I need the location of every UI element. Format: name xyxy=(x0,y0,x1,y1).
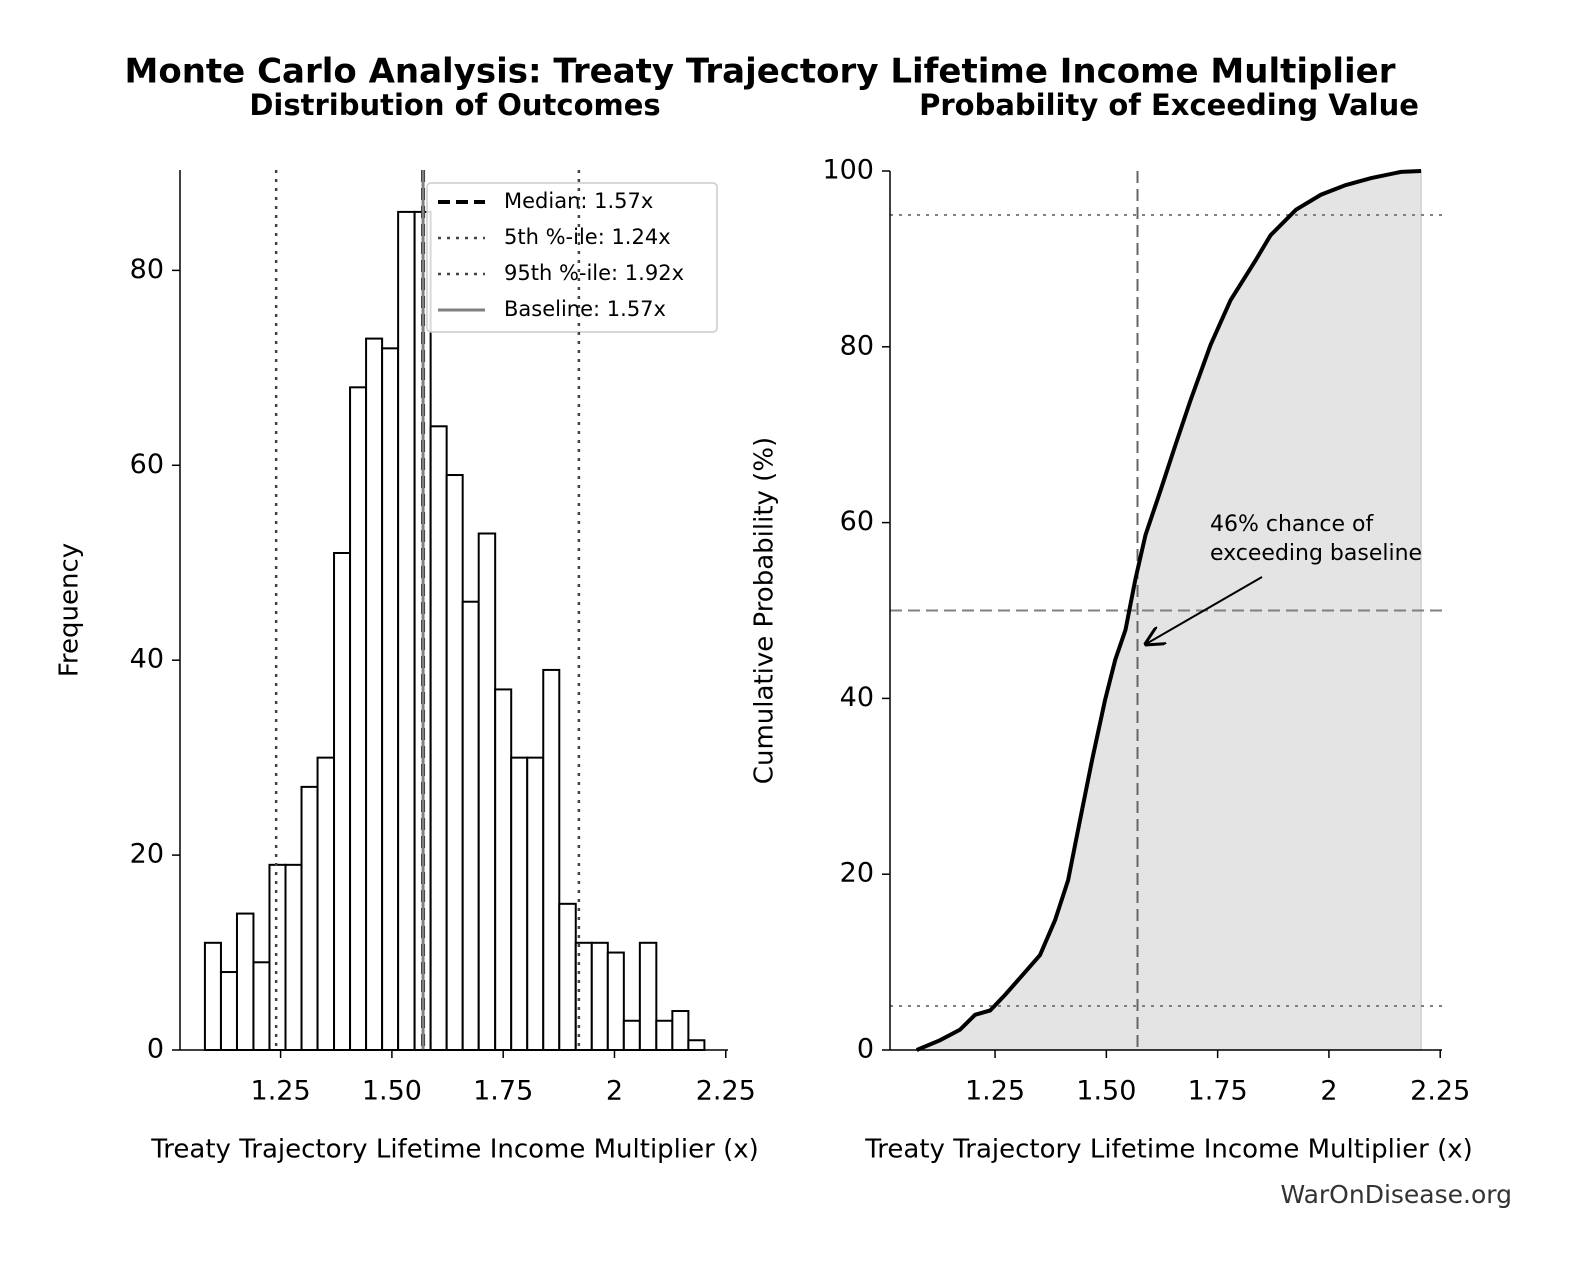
y-tick-label: 80 xyxy=(840,330,874,361)
legend-label: 5th %-ile: 1.24x xyxy=(504,225,671,249)
bar xyxy=(494,688,513,1051)
bar xyxy=(333,551,352,1052)
bar xyxy=(203,941,222,1051)
bar xyxy=(365,337,384,1051)
bar xyxy=(510,756,529,1051)
x-tick-label: 1.75 xyxy=(473,1076,533,1107)
y-tick-label: 100 xyxy=(822,155,874,186)
y-tick-label: 0 xyxy=(857,1034,874,1065)
y-tick-label: 60 xyxy=(840,506,874,537)
bar xyxy=(219,971,238,1052)
legend-label: Baseline: 1.57x xyxy=(504,297,666,321)
x-tick-label: 1.50 xyxy=(362,1076,422,1107)
bar xyxy=(526,756,545,1051)
x-tick-label: 1.75 xyxy=(1188,1076,1248,1107)
x-axis-label: Treaty Trajectory Lifetime Income Multip… xyxy=(864,1135,1473,1165)
y-tick-label: 20 xyxy=(840,858,874,889)
y-axis-label: Frequency xyxy=(55,543,85,677)
x-tick-label: 2 xyxy=(1320,1076,1337,1107)
figure-title: Monte Carlo Analysis: Treaty Trajectory … xyxy=(125,52,1396,92)
bar xyxy=(671,1010,690,1051)
bar xyxy=(316,756,336,1051)
bar xyxy=(687,1039,706,1052)
y-tick-label: 60 xyxy=(130,449,164,480)
x-tick-label: 1.50 xyxy=(1076,1076,1136,1107)
cdf-line xyxy=(915,169,1422,1052)
x-tick-label: 1.25 xyxy=(251,1076,311,1107)
x-tick-label: 2.25 xyxy=(1410,1076,1470,1107)
x-axis-label: Treaty Trajectory Lifetime Income Multip… xyxy=(150,1135,759,1165)
subplot-title: Distribution of Outcomes xyxy=(249,88,660,122)
y-tick-label: 40 xyxy=(130,644,164,675)
bar xyxy=(477,532,497,1051)
x-tick-label: 2 xyxy=(606,1076,623,1107)
y-tick-label: 20 xyxy=(130,839,164,870)
annotation: 46% chance of xyxy=(1210,512,1374,537)
y-tick-label: 80 xyxy=(130,254,164,285)
bar xyxy=(268,863,287,1051)
x-tick-label: 2.25 xyxy=(696,1076,756,1107)
bar xyxy=(429,425,448,1051)
bar xyxy=(558,902,577,1052)
bar xyxy=(397,210,416,1051)
bar xyxy=(606,951,625,1051)
bar xyxy=(349,386,368,1051)
bar xyxy=(461,600,480,1051)
legend-label: Median: 1.57x xyxy=(504,189,653,213)
bar xyxy=(655,1019,674,1051)
annotation-arrow xyxy=(1146,576,1263,644)
bar xyxy=(445,474,464,1051)
bar xyxy=(381,347,400,1051)
bar xyxy=(300,785,319,1051)
legend-box xyxy=(426,182,718,333)
y-tick-label: 0 xyxy=(147,1034,164,1065)
bar xyxy=(574,941,593,1051)
bar xyxy=(622,1019,641,1051)
annotation: exceeding baseline xyxy=(1210,541,1422,566)
legend-label: 95th %-ile: 1.92x xyxy=(504,261,684,285)
bar xyxy=(638,941,658,1051)
bar xyxy=(542,668,561,1051)
y-axis-label: Cumulative Probability (%) xyxy=(750,437,780,784)
bar xyxy=(284,863,303,1051)
y-tick-label: 40 xyxy=(840,682,874,713)
source: WarOnDisease.org xyxy=(1280,1180,1512,1209)
x-tick-label: 1.25 xyxy=(965,1076,1025,1107)
bar xyxy=(590,941,609,1051)
subplot-title: Probability of Exceeding Value xyxy=(919,88,1419,122)
bar xyxy=(252,961,271,1051)
bar xyxy=(235,912,255,1052)
